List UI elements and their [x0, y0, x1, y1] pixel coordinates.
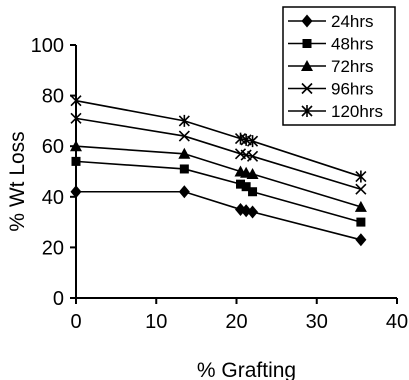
series-24hrs-point: [355, 233, 367, 247]
series-48hrs: [71, 156, 366, 227]
legend-label: 120hrs: [331, 102, 383, 121]
legend-item-48hrs: 48hrs: [288, 35, 374, 54]
triangle-marker: [354, 200, 367, 212]
triangle-marker: [70, 140, 82, 152]
y-tick-label: 60: [42, 136, 64, 158]
square-marker: [248, 187, 258, 197]
series-72hrs-point: [354, 200, 367, 212]
diamond-marker: [301, 14, 313, 28]
square-marker: [241, 182, 251, 192]
y-tick-label: 80: [42, 86, 64, 108]
x-marker: [301, 82, 313, 95]
series-48hrs-point: [236, 179, 246, 189]
x-marker: [246, 150, 259, 162]
legend-24hrs-point: [301, 14, 313, 28]
star-marker: [301, 105, 313, 117]
series-96hrs-point: [70, 112, 82, 124]
series-48hrs-point: [241, 182, 251, 192]
legend-item-72hrs: 72hrs: [288, 57, 374, 76]
square-marker: [302, 39, 312, 48]
x-tick-label: 10: [145, 311, 167, 333]
series-48hrs-point: [179, 164, 189, 174]
diamond-marker: [178, 185, 190, 199]
diamond-marker: [355, 233, 367, 247]
triangle-marker: [178, 147, 191, 159]
legend-96hrs-point: [301, 82, 313, 95]
triangle-marker: [246, 168, 259, 180]
star-marker: [246, 135, 259, 148]
series-72hrs-point: [70, 140, 82, 152]
square-marker: [71, 156, 81, 166]
series-120hrs-point: [246, 135, 259, 148]
series-24hrs-point: [247, 205, 259, 219]
legend-72hrs-point: [301, 60, 313, 71]
legend-item-120hrs: 120hrs: [288, 102, 383, 121]
series-24hrs-line: [76, 190, 362, 241]
square-marker: [356, 217, 366, 227]
series-96hrs-point: [355, 183, 367, 195]
y-tick-label: 40: [42, 187, 64, 209]
series-120hrs-point: [355, 170, 367, 183]
legend-label: 72hrs: [331, 57, 374, 76]
legend: 24hrs 48hrs 72hrs 96hrs 120hrs: [282, 6, 396, 126]
series-72hrs: [70, 140, 367, 212]
x-tick-label: 40: [386, 311, 408, 333]
legend-item-96hrs: 96hrs: [288, 80, 374, 99]
x-marker: [70, 112, 82, 124]
series-48hrs-point: [248, 187, 258, 197]
y-tick-label: 100: [31, 35, 64, 57]
triangle-marker: [301, 60, 313, 71]
series-96hrs-point: [178, 130, 190, 142]
series-120hrs-line: [75, 99, 362, 178]
x-marker: [178, 130, 190, 142]
star-marker: [70, 94, 82, 107]
y-tick-label: 20: [42, 237, 64, 259]
series-120hrs-point: [178, 114, 190, 127]
x-marker: [355, 183, 367, 195]
diamond-marker: [247, 205, 259, 219]
square-marker: [179, 164, 189, 174]
series-24hrs: [70, 185, 367, 247]
legend-label: 96hrs: [331, 80, 374, 99]
axes: 0 20 40 60 80 100 0 10 20 30 40: [31, 35, 409, 333]
x-tick-label: 30: [306, 311, 328, 333]
series-96hrs-line: [75, 117, 362, 190]
star-marker: [355, 170, 367, 183]
series-96hrs-point: [246, 150, 259, 162]
square-marker: [236, 179, 246, 189]
star-marker: [178, 114, 190, 127]
series-48hrs-point: [71, 156, 81, 166]
legend-label: 48hrs: [331, 35, 374, 54]
x-axis-title: % Grafting: [197, 359, 296, 380]
x-tick-label: 20: [225, 311, 247, 333]
series-48hrs-point: [356, 217, 366, 227]
legend-item-24hrs: 24hrs: [288, 12, 374, 31]
series-72hrs-point: [246, 168, 259, 180]
legend-label: 24hrs: [331, 12, 374, 31]
y-tick-label: 0: [53, 288, 64, 310]
x-tick-label: 0: [70, 311, 81, 333]
series-24hrs-point: [70, 185, 82, 199]
series-72hrs-point: [178, 147, 191, 159]
series-120hrs-point: [70, 94, 82, 107]
series-120hrs: [70, 94, 367, 183]
series-layer: [70, 94, 367, 247]
series-96hrs: [70, 112, 367, 195]
legend-120hrs-point: [301, 105, 313, 117]
legend-48hrs-point: [302, 39, 312, 48]
diamond-marker: [70, 185, 82, 199]
series-24hrs-point: [178, 185, 190, 199]
y-axis-title: % Wt Loss: [6, 131, 29, 231]
